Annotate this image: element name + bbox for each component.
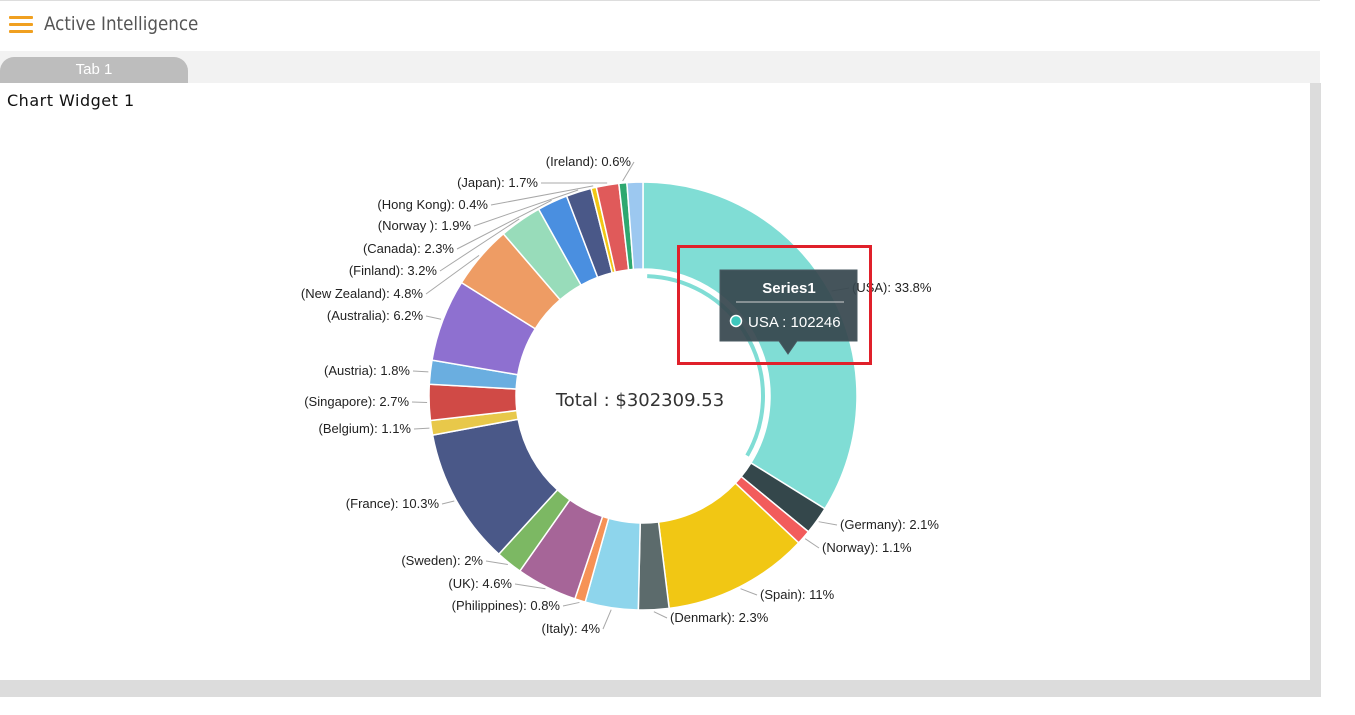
label-austria-12: (Austria): 1.8% (324, 363, 410, 378)
connector-germany-1 (818, 521, 838, 526)
slice-labels: (USA): 33.8% (Germany): 2.1% (Norway): 1.1… (301, 154, 940, 636)
label-norway-17: (Norway ): 1.9% (378, 218, 472, 233)
label-philippines-6: (Philippines): 0.8% (452, 598, 561, 613)
label-belgium-10: (Belgium): 1.1% (319, 421, 412, 436)
widget-title: Chart Widget 1 (7, 91, 135, 110)
tooltip-series: Series1 (762, 280, 815, 297)
connector-finland-15 (439, 218, 520, 272)
label-ireland-20: (Ireland): 0.6% (546, 154, 632, 169)
hamburger-menu-icon[interactable] (9, 16, 33, 34)
connector-belgium-10 (413, 427, 430, 430)
tooltip-box (719, 269, 858, 355)
label-singapore-11: (Singapore): 2.7% (304, 394, 409, 409)
connector-denmark-4 (653, 611, 668, 619)
connector-australia-13 (425, 315, 442, 320)
connector-new-zealand-14 (425, 254, 480, 295)
label-denmark-4: (Denmark): 2.3% (670, 610, 769, 625)
tooltip-marker-icon (729, 314, 743, 328)
connector-philippines-6 (562, 601, 580, 607)
label-norway-2: (Norway): 1.1% (822, 540, 912, 555)
app-title: Active Intelligence (44, 13, 199, 35)
connector-hong-kong-18 (490, 185, 594, 206)
label-japan-19: (Japan): 1.7% (457, 175, 538, 190)
label-australia-13: (Australia): 6.2% (327, 308, 424, 323)
tooltip-value: USA : 102246 (748, 314, 841, 331)
total-label: Total : $302309.53 (555, 390, 724, 411)
label-france-9: (France): 10.3% (346, 496, 440, 511)
donut-slices (428, 181, 858, 611)
label-usa-0: (USA): 33.8% (852, 280, 932, 295)
connector-norway-17 (473, 189, 579, 227)
top-bar: Active Intelligence (0, 0, 1320, 49)
chart-tooltip: Series1 USA : 102246 (719, 269, 858, 355)
connector-ireland-20 (622, 161, 635, 182)
label-italy-5: (Italy): 4% (541, 621, 600, 636)
horizontal-scrollbar[interactable] (0, 680, 1321, 697)
label-germany-1: (Germany): 2.1% (840, 517, 939, 532)
connector-canada-16 (456, 199, 552, 250)
label-hong-kong-18: (Hong Kong): 0.4% (377, 197, 488, 212)
label-new-zealand-14: (New Zealand): 4.8% (301, 286, 424, 301)
label-finland-15: (Finland): 3.2% (349, 263, 438, 278)
vertical-scrollbar[interactable] (1310, 83, 1321, 697)
slice-unlabeled-21[interactable] (626, 181, 644, 271)
donut-chart: (USA): 33.8% (Germany): 2.1% (Norway): 1.1… (301, 154, 940, 636)
connector-france-9 (441, 500, 455, 505)
connector-austria-12 (412, 370, 429, 373)
label-uk-7: (UK): 4.6% (448, 576, 512, 591)
label-canada-16: (Canada): 2.3% (363, 241, 454, 256)
connector-italy-5 (602, 609, 612, 630)
connector-uk-7 (514, 583, 546, 590)
connector-sweden-8 (485, 560, 508, 565)
label-sweden-8: (Sweden): 2% (401, 553, 483, 568)
connector-spain-3 (740, 588, 758, 596)
label-connectors (411, 161, 850, 630)
label-spain-3: (Spain): 11% (760, 587, 835, 602)
connector-norway-2 (804, 538, 820, 549)
tab-1[interactable]: Tab 1 (0, 57, 188, 83)
tab-strip (0, 51, 1320, 83)
